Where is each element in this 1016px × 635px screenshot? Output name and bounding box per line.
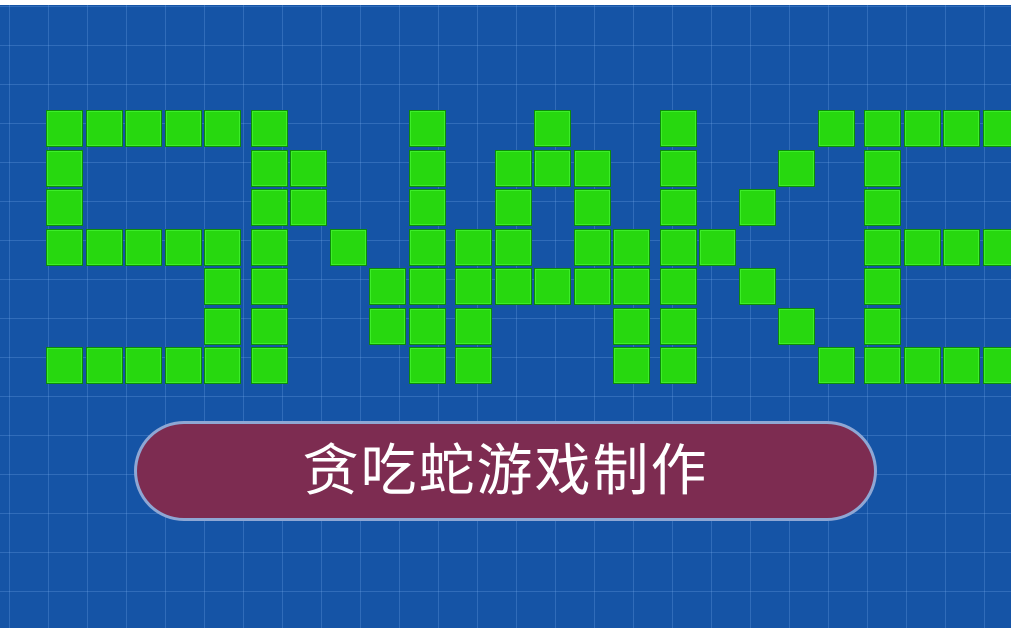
logo-block-k	[660, 268, 697, 305]
logo-block-a	[534, 110, 571, 147]
logo-block-e	[864, 189, 901, 226]
logo-block-a	[534, 150, 571, 187]
logo-block-n	[369, 268, 406, 305]
logo-block-k	[660, 229, 697, 266]
logo-block-k	[739, 189, 776, 226]
logo-block-k	[739, 268, 776, 305]
frame-border-right	[1011, 0, 1016, 635]
frame-border-top	[0, 0, 1016, 5]
logo-block-n	[251, 268, 288, 305]
logo-block-s	[86, 229, 123, 266]
logo-block-a	[495, 268, 532, 305]
logo-block-s	[165, 229, 202, 266]
logo-block-s	[46, 347, 83, 384]
logo-block-k	[660, 308, 697, 345]
logo-block-n	[330, 229, 367, 266]
logo-block-n	[251, 110, 288, 147]
logo-block-s	[46, 110, 83, 147]
logo-block-n	[251, 308, 288, 345]
logo-block-k	[660, 347, 697, 384]
logo-block-n	[251, 229, 288, 266]
logo-block-s	[204, 110, 241, 147]
logo-block-e	[904, 347, 941, 384]
logo-block-a	[574, 229, 611, 266]
logo-block-k	[818, 347, 855, 384]
logo-block-a	[455, 229, 492, 266]
logo-block-k	[778, 150, 815, 187]
logo-block-a	[574, 150, 611, 187]
logo-block-s	[204, 268, 241, 305]
logo-block-n	[409, 150, 446, 187]
logo-block-n	[409, 229, 446, 266]
logo-block-e	[904, 229, 941, 266]
subtitle-banner: 贪吃蛇游戏制作	[134, 421, 877, 521]
logo-block-k	[660, 150, 697, 187]
logo-block-s	[204, 347, 241, 384]
logo-block-e	[864, 110, 901, 147]
logo-block-a	[574, 268, 611, 305]
logo-block-a	[574, 189, 611, 226]
logo-block-a	[534, 268, 571, 305]
logo-block-s	[86, 347, 123, 384]
logo-block-n	[251, 189, 288, 226]
logo-block-e	[943, 110, 980, 147]
logo-block-e	[943, 229, 980, 266]
logo-block-a	[613, 347, 650, 384]
logo-block-e	[943, 347, 980, 384]
logo-block-s	[165, 347, 202, 384]
logo-block-e	[864, 347, 901, 384]
logo-block-s	[86, 110, 123, 147]
logo-block-a	[455, 268, 492, 305]
logo-block-a	[613, 229, 650, 266]
logo-block-e	[983, 110, 1016, 147]
logo-block-e	[864, 268, 901, 305]
logo-block-a	[495, 229, 532, 266]
logo-block-s	[125, 110, 162, 147]
logo-block-s	[46, 150, 83, 187]
logo-block-n	[290, 150, 327, 187]
logo-block-s	[125, 229, 162, 266]
logo-block-s	[165, 110, 202, 147]
logo-block-k	[818, 110, 855, 147]
logo-block-e	[983, 347, 1016, 384]
logo-block-e	[864, 150, 901, 187]
logo-block-n	[409, 347, 446, 384]
logo-block-s	[46, 229, 83, 266]
logo-block-a	[455, 308, 492, 345]
logo-block-s	[204, 308, 241, 345]
logo-block-k	[660, 189, 697, 226]
logo-block-a	[455, 347, 492, 384]
logo-block-e	[904, 110, 941, 147]
logo-block-e	[983, 229, 1016, 266]
logo-block-n	[409, 308, 446, 345]
logo-block-k	[778, 308, 815, 345]
logo-block-e	[864, 229, 901, 266]
logo-block-a	[495, 189, 532, 226]
snake-pixel-logo	[46, 110, 1016, 384]
frame-border-bottom	[0, 628, 1016, 635]
logo-block-s	[125, 347, 162, 384]
logo-block-n	[409, 268, 446, 305]
logo-block-n	[409, 189, 446, 226]
logo-block-s	[46, 189, 83, 226]
logo-block-a	[613, 308, 650, 345]
logo-block-a	[495, 150, 532, 187]
logo-block-k	[699, 229, 736, 266]
logo-block-n	[251, 150, 288, 187]
logo-block-n	[409, 110, 446, 147]
logo-block-n	[290, 189, 327, 226]
logo-block-e	[864, 308, 901, 345]
logo-block-k	[660, 110, 697, 147]
logo-block-n	[369, 308, 406, 345]
logo-block-n	[251, 347, 288, 384]
logo-block-s	[204, 229, 241, 266]
subtitle-text: 贪吃蛇游戏制作	[302, 439, 709, 504]
logo-block-a	[613, 268, 650, 305]
